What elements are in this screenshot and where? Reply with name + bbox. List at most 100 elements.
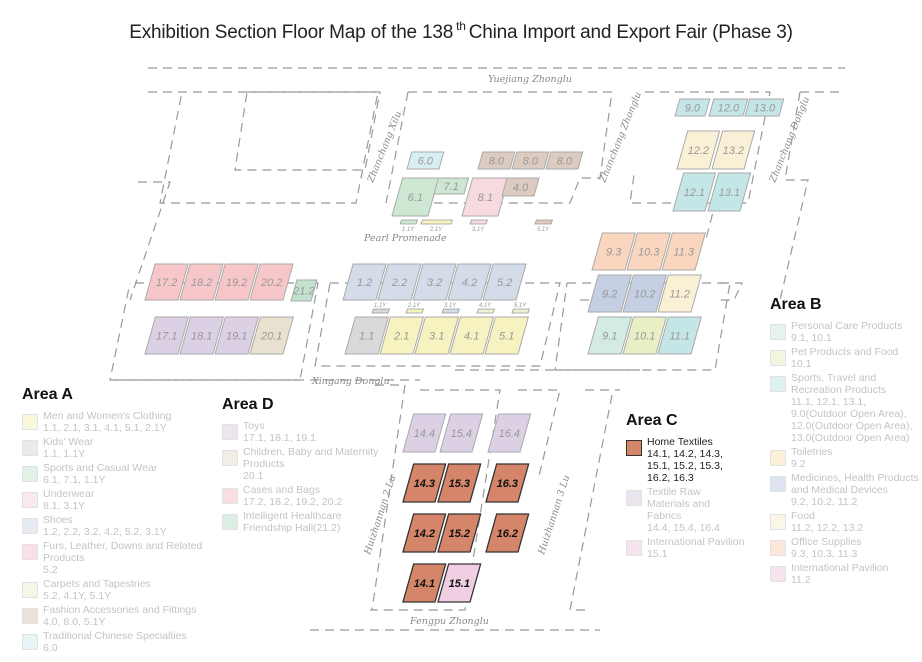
booth-hall-9-3[interactable]: 9.3 — [591, 232, 637, 271]
legend-item[interactable]: International Pavilion 11.2 — [770, 562, 922, 586]
booth-hall-11-1[interactable]: 11.1 — [657, 316, 703, 355]
legend-item[interactable]: Medicines, Health Products and Medical D… — [770, 472, 922, 508]
booth-hall-4-1[interactable]: 4.1 — [449, 316, 495, 355]
booth-hall-19-1[interactable]: 19.1 — [214, 316, 260, 355]
booth-hall-17-1[interactable]: 17.1 — [144, 316, 190, 355]
y-booth-5-1Y[interactable]: 5.1Y — [534, 219, 554, 233]
legend-item[interactable]: Furs, Leather, Downs and Related Product… — [22, 540, 222, 576]
legend-item[interactable]: Office Supplies 9.3, 10.3, 11.3 — [770, 536, 922, 560]
legend-item[interactable]: Kids' Wear 1.1, 1.1Y — [22, 436, 222, 460]
y-booth-3-1Y[interactable]: 3.1Y — [469, 219, 489, 233]
booth-hall-1-1[interactable]: 1.1 — [344, 316, 390, 355]
booth-shape — [433, 177, 470, 195]
legend-halls: 20.1 — [243, 470, 264, 482]
y-booth-1-1Y[interactable]: 1.1Y — [399, 219, 419, 233]
booth-hall-12-0[interactable]: 12.0 — [708, 98, 749, 117]
legend-item[interactable]: Toys 17.1, 18.1, 19.1 — [222, 420, 392, 444]
booth-hall-9-1[interactable]: 9.1 — [587, 316, 633, 355]
legend-item[interactable]: Underwear 8.1, 3.1Y — [22, 488, 222, 512]
legend-item[interactable]: Traditional Chinese Specialties 6.0 — [22, 630, 222, 654]
legend-item[interactable]: Sports and Casual Wear 6.1, 7.1, 1.1Y — [22, 462, 222, 486]
booth-hall-17-2[interactable]: 17.2 — [144, 263, 189, 301]
y-booth-5-1Y[interactable]: 5.1Y — [511, 303, 531, 314]
booth-hall-8-0[interactable]: 8.0 — [545, 151, 584, 170]
booth-shape — [377, 263, 422, 301]
road-label-xingang: Xingang Donglu — [311, 376, 390, 387]
booth-hall-13-0[interactable]: 13.0 — [744, 98, 785, 117]
booth-hall-20-2[interactable]: 20.2 — [249, 263, 294, 301]
booth-hall-14-3[interactable]: 14.3 — [402, 463, 447, 503]
booth-hall-14-2[interactable]: 14.2 — [402, 513, 447, 553]
booth-hall-3-1[interactable]: 3.1 — [414, 316, 460, 355]
legend-item[interactable]: Home Textiles 14.1, 14.2, 14.3, 15.1, 15.… — [626, 436, 746, 484]
legend-item[interactable]: Men and Women's Clothing 1.1, 2.1, 3.1, 4… — [22, 410, 222, 434]
y-booth-4-1Y[interactable]: 4.1Y — [476, 303, 496, 314]
booth-hall-5-2[interactable]: 5.2 — [482, 263, 527, 301]
booth-hall-18-2[interactable]: 18.2 — [179, 263, 224, 301]
booth-hall-15-1[interactable]: 15.1 — [437, 563, 482, 603]
booth-hall-2-2[interactable]: 2.2 — [377, 263, 422, 301]
legend-item[interactable]: Toiletries 9.2 — [770, 446, 922, 470]
booth-hall-10-2[interactable]: 10.2 — [622, 274, 668, 313]
legend-item[interactable]: Intelligent Healthcare Friendship Hall(2… — [222, 510, 392, 534]
legend-item[interactable]: Cases and Bags 17.2, 18.2, 19.2, 20.2 — [222, 484, 392, 508]
legend-item[interactable]: Shoes 1.2, 2.2, 3.2, 4.2, 5.2, 3.1Y — [22, 514, 222, 538]
booth-hall-16-2[interactable]: 16.2 — [485, 513, 530, 553]
legend-item[interactable]: Food 11.2, 12.2, 13.2 — [770, 510, 922, 534]
legend-item[interactable]: International Pavilion 15.1 — [626, 536, 746, 560]
booth-hall-20-1[interactable]: 20.1 — [249, 316, 295, 355]
legend-swatch — [770, 540, 786, 556]
legend-item[interactable]: Personal Care Products 9.1, 10.1 — [770, 320, 922, 344]
booth-label: 15.1 — [449, 578, 470, 590]
booth-hall-12-1[interactable]: 12.1 — [672, 172, 717, 212]
booth-hall-1-2[interactable]: 1.2 — [342, 263, 387, 301]
booth-hall-11-2[interactable]: 11.2 — [657, 274, 703, 313]
booth-label: 1.1 — [359, 330, 374, 342]
booth-shape — [674, 98, 711, 117]
y-booth-2-1Y[interactable]: 2.1Y — [420, 219, 454, 233]
legend-item[interactable]: Children, Baby and Maternity Products 20.… — [222, 446, 392, 482]
y-booth-1-1Y[interactable]: 1.1Y — [371, 303, 391, 314]
legend-item[interactable]: Pet Products and Food 10.1 — [770, 346, 922, 370]
booth-label: 16.2 — [497, 528, 518, 540]
booth-hall-15-4[interactable]: 15.4 — [439, 413, 484, 453]
booth-hall-6-1[interactable]: 6.1 — [391, 177, 440, 217]
booth-hall-15-2[interactable]: 15.2 — [437, 513, 482, 553]
booth-hall-4-2[interactable]: 4.2 — [447, 263, 492, 301]
y-booth-3-1Y[interactable]: 3.1Y — [441, 303, 461, 314]
y-booth-2-1Y[interactable]: 2.1Y — [405, 303, 425, 314]
booth-hall-8-1[interactable]: 8.1 — [461, 177, 510, 217]
booth-hall-15-3[interactable]: 15.3 — [437, 463, 482, 503]
y-booth-label: 1.1Y — [402, 227, 415, 233]
booth-hall-14-4[interactable]: 14.4 — [402, 413, 447, 453]
legend-swatch — [626, 490, 642, 506]
booth-hall-4-0[interactable]: 4.0 — [501, 177, 540, 197]
booth-hall-10-3[interactable]: 10.3 — [626, 232, 672, 271]
booth-hall-21-2[interactable]: 21.2 — [290, 279, 318, 302]
legend-halls: 14.1, 14.2, 14.3, 15.1, 15.2, 15.3, 16.2… — [647, 448, 723, 484]
legend-item[interactable]: Fashion Accessories and Fittings 4.0, 8.0… — [22, 604, 222, 628]
booth-hall-19-2[interactable]: 19.2 — [214, 263, 259, 301]
booth-hall-5-1[interactable]: 5.1 — [484, 316, 530, 355]
legend-item[interactable]: Sports, Travel and Recreation Products 11… — [770, 372, 922, 444]
legend-item[interactable]: Textile Raw Materials and Fabrics 14.4, 1… — [626, 486, 746, 534]
booth-hall-2-1[interactable]: 2.1 — [379, 316, 425, 355]
booth-hall-13-2[interactable]: 13.2 — [711, 130, 756, 170]
booth-hall-9-2[interactable]: 9.2 — [587, 274, 633, 313]
legend-text: Sports, Travel and Recreation Products 11… — [791, 372, 922, 444]
booth-hall-6-0[interactable]: 6.0 — [406, 151, 445, 170]
booth-hall-18-1[interactable]: 18.1 — [179, 316, 225, 355]
booth-hall-7-1[interactable]: 7.1 — [433, 177, 470, 195]
legend-item[interactable]: Carpets and Tapestries 5.2, 4.1Y, 5.1Y — [22, 578, 222, 602]
booth-hall-10-1[interactable]: 10.1 — [622, 316, 668, 355]
booth-hall-9-0[interactable]: 9.0 — [674, 98, 711, 117]
booth-hall-13-1[interactable]: 13.1 — [707, 172, 752, 212]
booth-hall-3-2[interactable]: 3.2 — [412, 263, 457, 301]
booth-hall-16-4[interactable]: 16.4 — [487, 413, 532, 453]
booth-hall-12-2[interactable]: 12.2 — [676, 130, 721, 170]
booth-hall-8-0[interactable]: 8.0 — [477, 151, 516, 170]
booth-hall-8-0[interactable]: 8.0 — [511, 151, 550, 170]
booth-hall-14-1[interactable]: 14.1 — [402, 563, 447, 603]
booth-hall-11-3[interactable]: 11.3 — [661, 232, 707, 271]
booth-hall-16-3[interactable]: 16.3 — [485, 463, 530, 503]
